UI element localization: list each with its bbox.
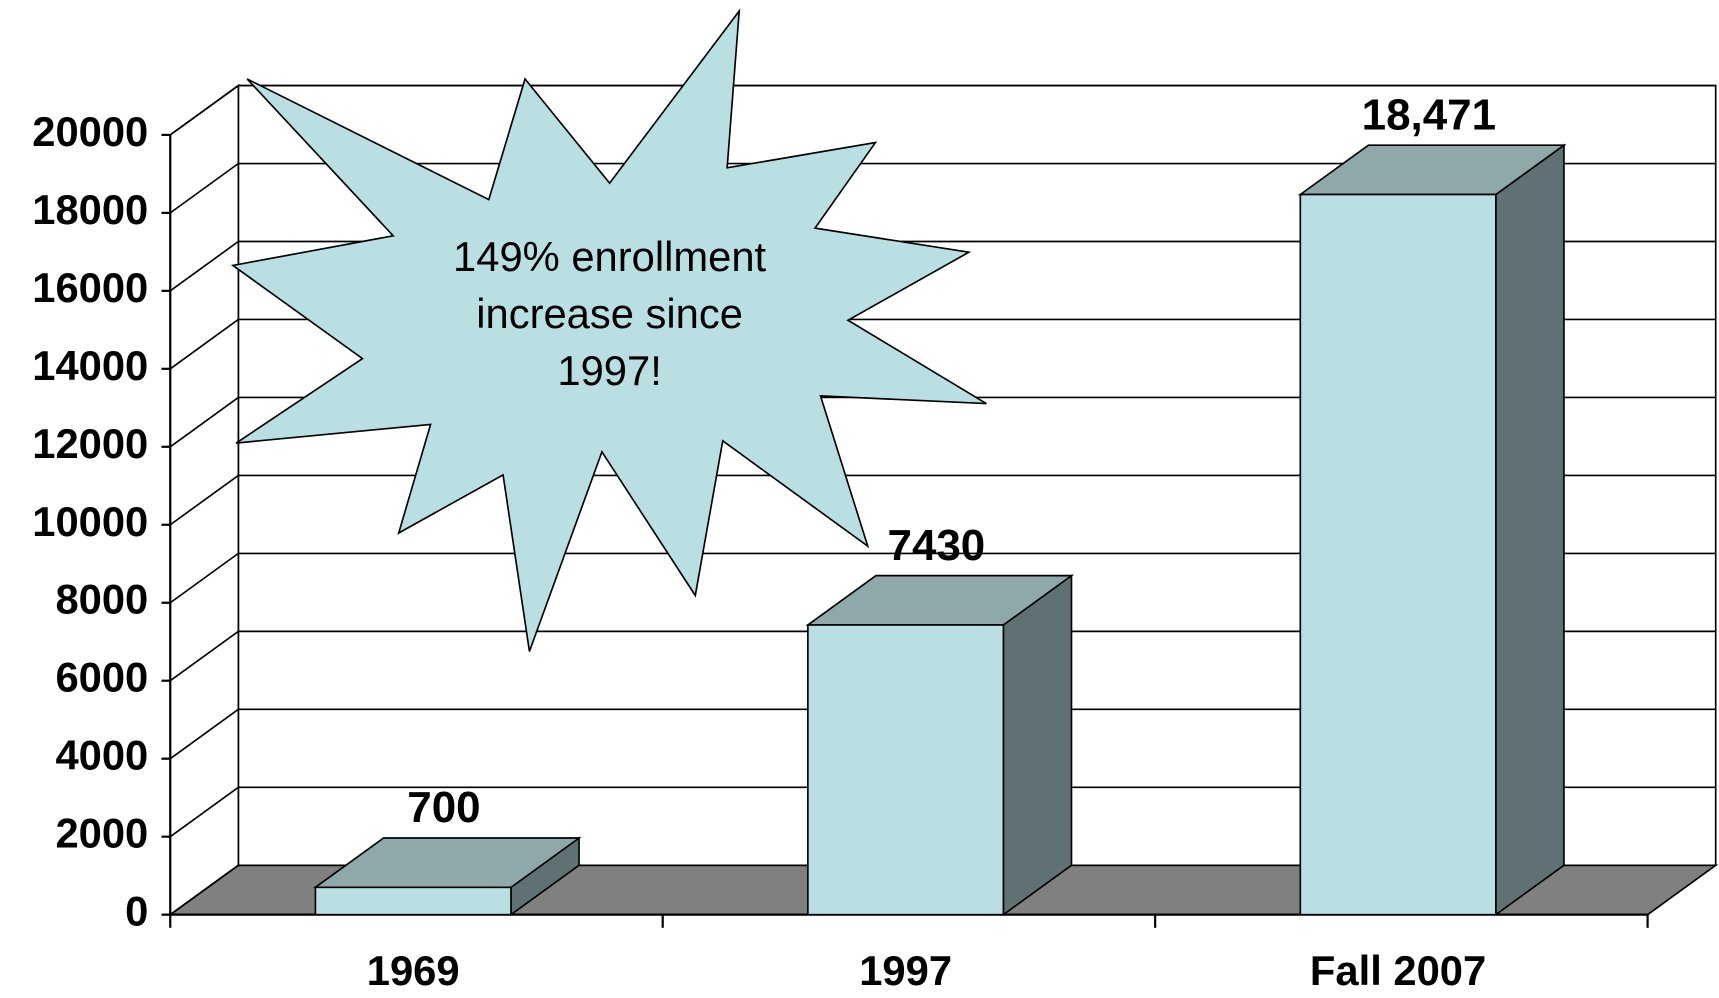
bar [1299, 193, 1497, 916]
bar-side [1002, 574, 1073, 917]
y-tick-label: 6000 [55, 654, 148, 701]
y-tick-label: 18000 [32, 186, 148, 233]
grid-line [169, 396, 1716, 448]
y-tick-label: 14000 [32, 342, 148, 389]
y-tick-label: 20000 [32, 108, 148, 155]
grid-line [169, 318, 1716, 370]
annotation: 1997! [557, 347, 661, 394]
y-tick-label: 16000 [32, 264, 148, 311]
x-tick-label: 1997 [859, 947, 952, 994]
grid-line [169, 864, 1716, 916]
grid-line [169, 786, 1716, 838]
x-tick-label: 1969 [367, 947, 460, 994]
annotation: 149% enrollment [453, 233, 766, 280]
grid-line [169, 630, 1716, 682]
bar-side [1495, 143, 1565, 917]
y-tick-label: 12000 [32, 420, 148, 467]
plot: 0 2000 4000 6000 8000 10000 12000 14000 16000 180… [32, 8, 1719, 994]
y-tick-label: 8000 [55, 576, 148, 623]
value-label: 700 [407, 783, 480, 832]
bar [314, 886, 512, 916]
y-tick-label: 0 [125, 888, 148, 935]
bar [807, 624, 1005, 916]
annotation: increase since [476, 290, 743, 337]
grid-line [169, 474, 1716, 526]
value-label: 7430 [888, 521, 986, 570]
grid-line [169, 552, 1716, 604]
y-tick-label: 4000 [55, 732, 148, 779]
x-tick-label: Fall 2007 [1310, 947, 1486, 994]
y-tick-label: 10000 [32, 498, 148, 545]
grid-line [169, 162, 1716, 214]
grid-line [169, 708, 1716, 760]
grid-line [169, 240, 1716, 292]
starburst [230, 8, 987, 652]
grid-line [169, 84, 1716, 136]
value-label: 18,471 [1362, 90, 1496, 139]
y-tick-label: 2000 [55, 810, 148, 857]
